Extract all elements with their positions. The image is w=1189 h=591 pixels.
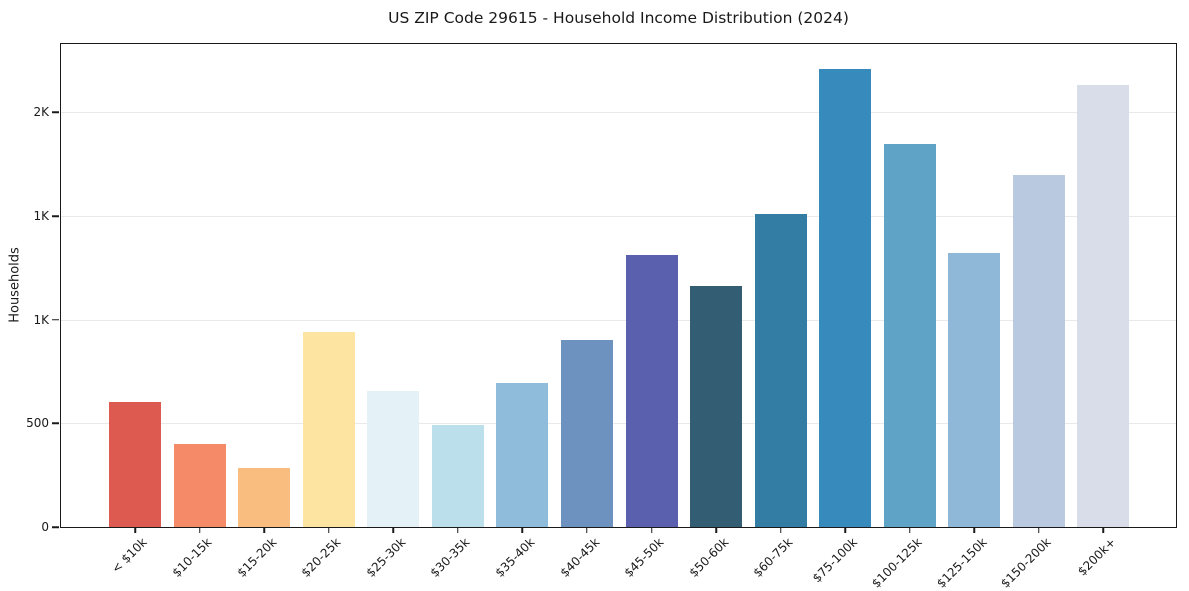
x-tick-label: < $10k xyxy=(109,535,150,576)
x-tick-mark xyxy=(586,527,588,533)
bar-$100-125k xyxy=(883,143,936,527)
plot-area: 0 500 1K 1K 2K < $10k $10-15k $15-20k $20-25k $25… xyxy=(26,43,1177,591)
x-tick-label: $150-200k xyxy=(998,535,1054,591)
x-tick-mark xyxy=(909,527,911,533)
y-tick-mark xyxy=(52,526,59,528)
x-tick-mark xyxy=(779,527,782,533)
x-tick-mark xyxy=(650,527,653,533)
bar-$60-75k xyxy=(754,213,807,527)
y-tick-label: 500 xyxy=(26,416,49,431)
bar-$40-45k xyxy=(560,340,613,527)
x-tick-mark xyxy=(134,527,136,533)
x-tick-mark xyxy=(392,527,395,533)
bar-$25-30k xyxy=(367,391,420,527)
y-tick-label: 1K xyxy=(33,209,49,224)
bar-$35-40k xyxy=(496,382,549,527)
bar-$45-50k xyxy=(625,255,678,527)
x-tick-label: $10-15k xyxy=(169,535,215,580)
x-tick-mark xyxy=(263,527,265,533)
x-tick-label: $60-75k xyxy=(750,535,796,580)
gridline xyxy=(61,216,1176,218)
bar-$10-15k xyxy=(173,444,226,527)
x-tick-mark xyxy=(198,527,201,533)
x-tick-mark xyxy=(521,527,524,533)
y-tick-mark xyxy=(52,215,59,217)
gridline xyxy=(61,319,1176,321)
y-tick-label: 1K xyxy=(33,312,49,327)
bar-$15-20k xyxy=(238,467,291,527)
y-tick-label: 0 xyxy=(41,520,49,534)
x-tick-mark xyxy=(457,527,459,533)
gridline xyxy=(61,112,1176,114)
x-tick-label: $125-150k xyxy=(933,535,990,591)
bar-$50-60k xyxy=(690,285,743,527)
bar-$30-35k xyxy=(431,425,484,527)
x-tick-label: $40-45k xyxy=(557,535,602,580)
x-tick-mark xyxy=(973,527,976,533)
bar-$200k+ xyxy=(1077,85,1130,527)
bar-$20-25k xyxy=(302,332,355,527)
x-tick-label: $30-35k xyxy=(427,535,473,580)
x-tick-label: $50-60k xyxy=(686,535,731,580)
chart-title: US ZIP Code 29615 - Household Income Dis… xyxy=(388,9,849,27)
x-tick-mark xyxy=(327,527,330,533)
x-tick-label: $25-30k xyxy=(363,535,409,580)
x-tick-label: $100-125k xyxy=(868,535,925,591)
gridline xyxy=(61,423,1176,425)
x-tick-mark xyxy=(715,527,717,533)
bar-$75-100k xyxy=(819,68,872,527)
x-tick-label: $15-20k xyxy=(234,535,280,580)
y-tick-mark xyxy=(52,111,59,114)
x-tick-label: $75-100k xyxy=(809,535,861,586)
bar-< $10k xyxy=(109,401,162,527)
y-tick-mark xyxy=(52,318,59,321)
y-tick-mark xyxy=(52,422,59,425)
x-tick-label: $200k+ xyxy=(1074,535,1119,579)
y-tick-label: 2K xyxy=(33,105,49,120)
bar-$150-200k xyxy=(1012,174,1065,527)
bar-$125-150k xyxy=(948,253,1001,527)
x-tick-mark xyxy=(1102,527,1105,533)
x-tick-mark xyxy=(1038,527,1040,533)
y-axis-label: Households xyxy=(7,247,23,323)
x-tick-label: $35-40k xyxy=(492,535,538,580)
x-tick-label: $45-50k xyxy=(621,535,667,580)
x-tick-label: $20-25k xyxy=(298,535,344,580)
x-tick-mark xyxy=(844,527,846,533)
